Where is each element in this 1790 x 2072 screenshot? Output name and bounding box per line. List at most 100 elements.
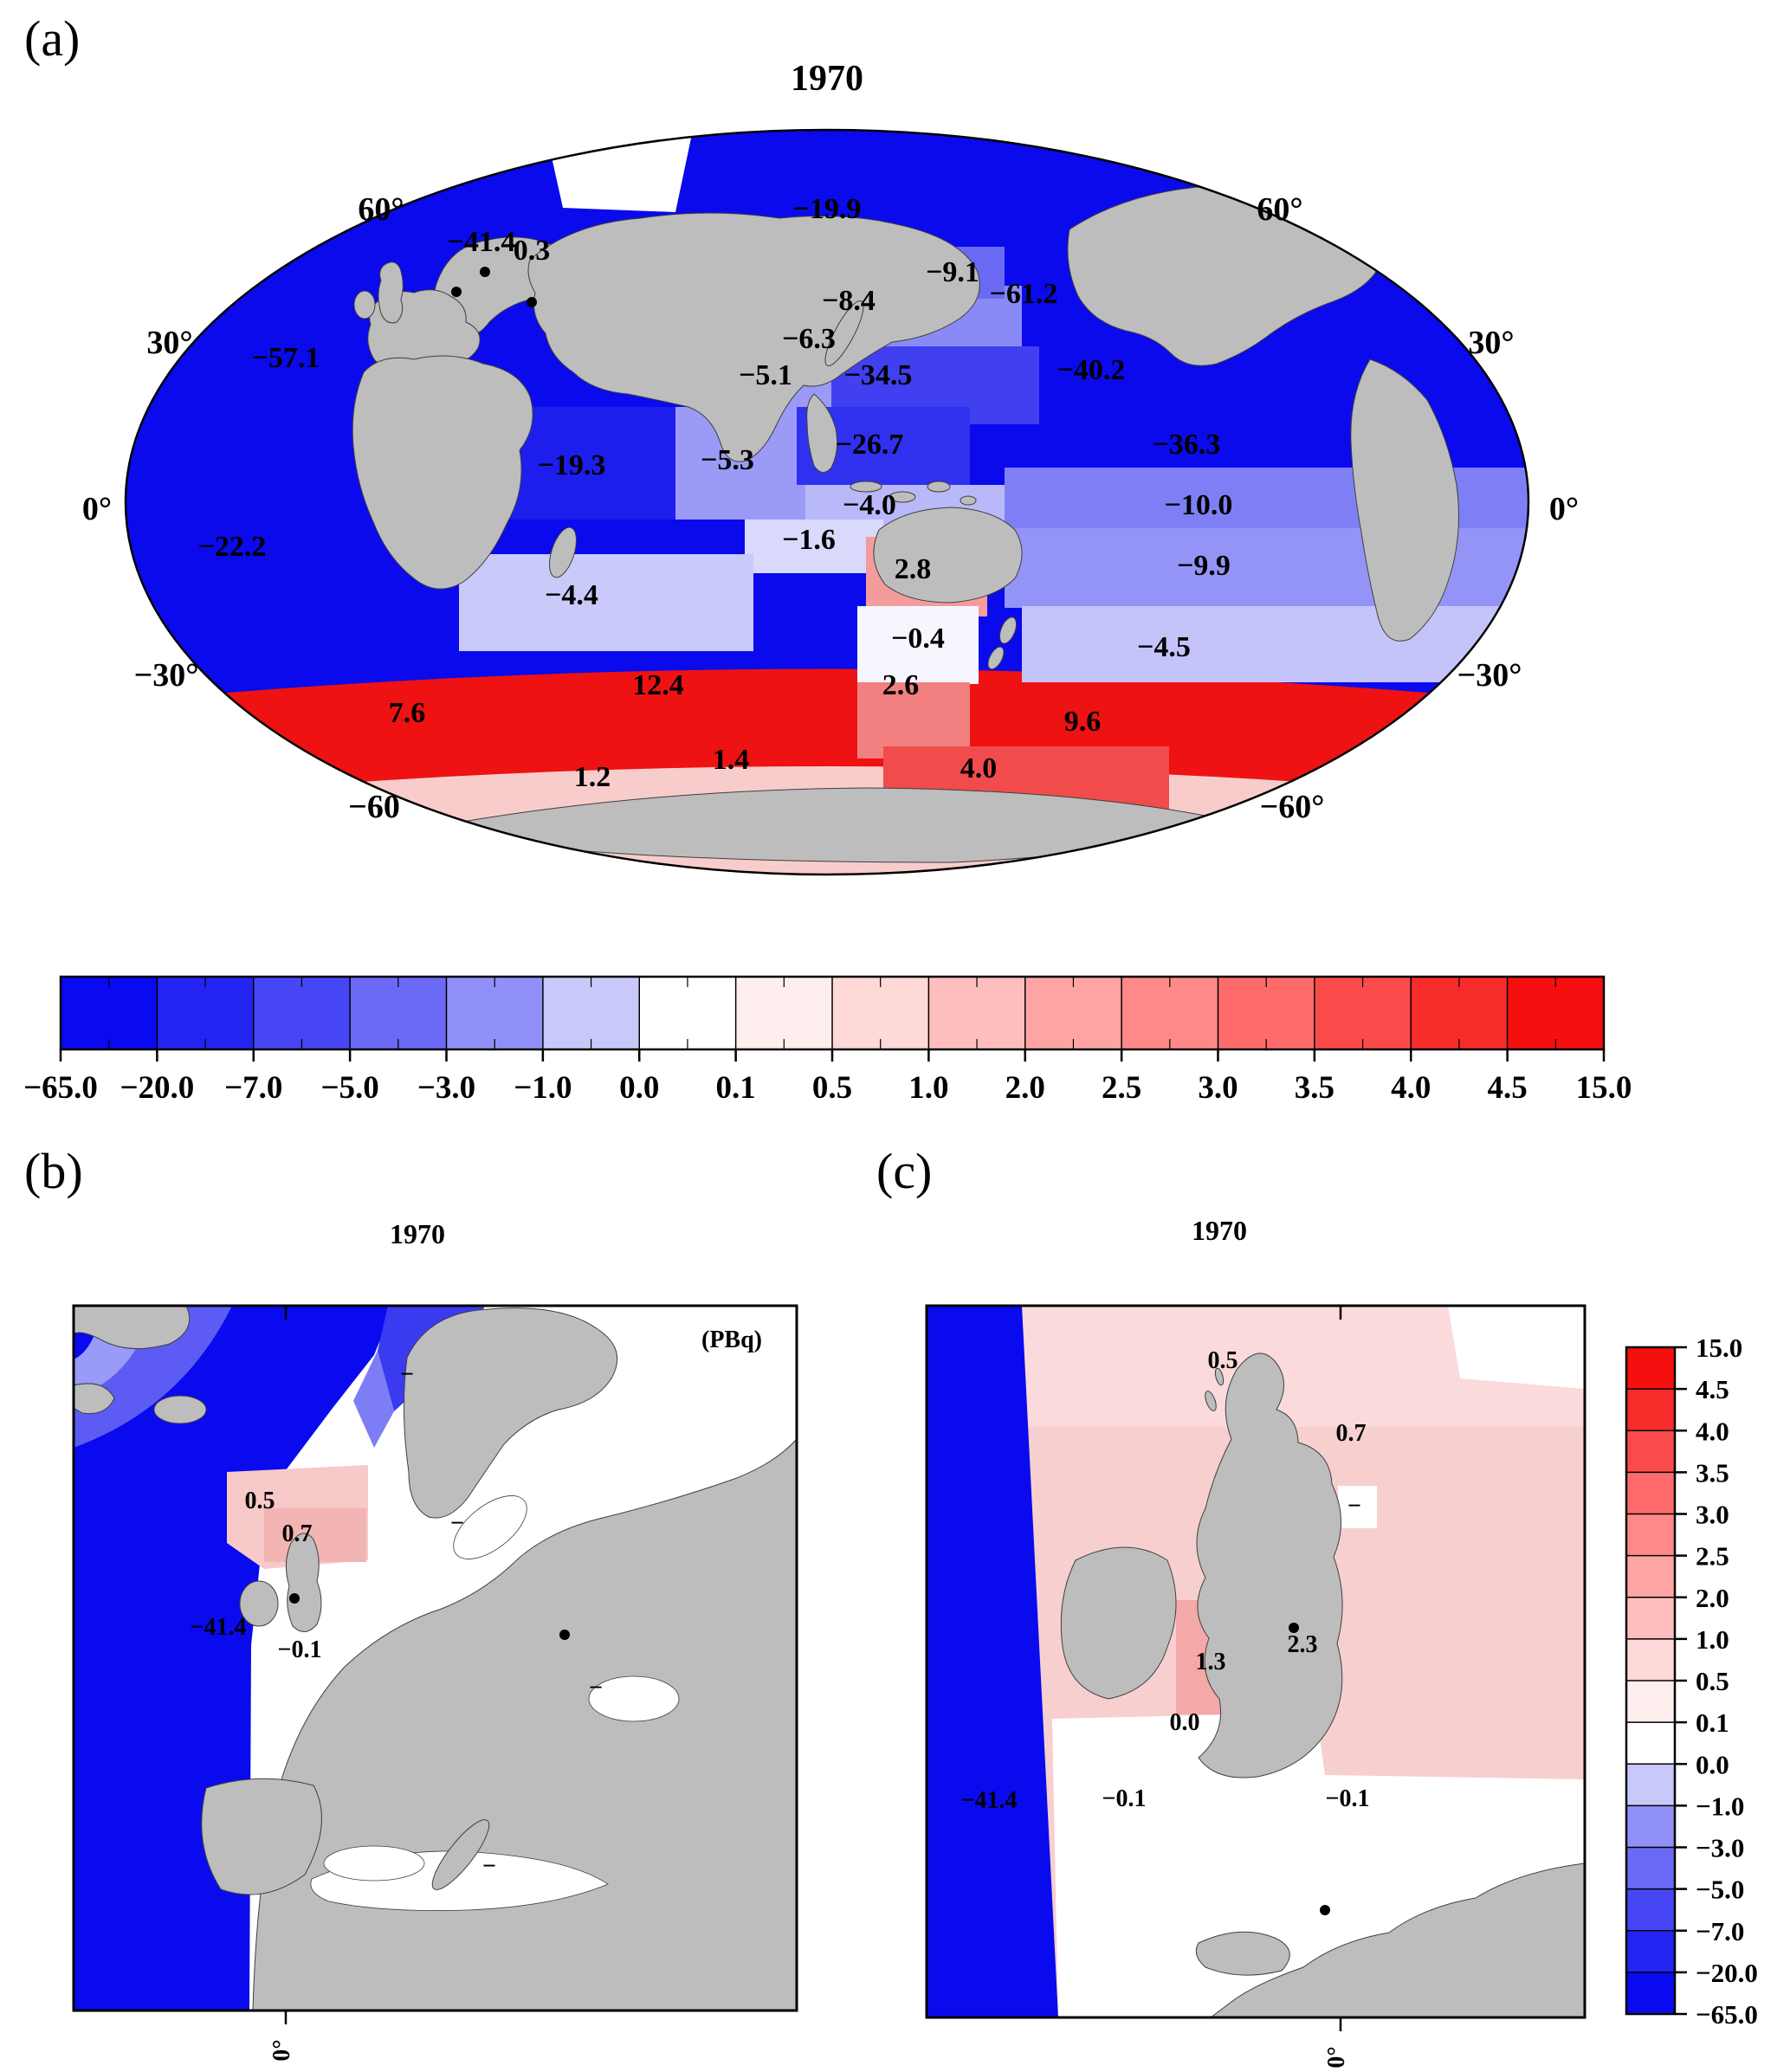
colorbar-tick-label: 0.0 <box>619 1070 659 1106</box>
colorbar-tick-label: 1.0 <box>908 1070 948 1106</box>
value-label: −8.4 <box>822 285 876 317</box>
colorbar-tick-label: 2.0 <box>1696 1583 1729 1613</box>
value-label: −61.2 <box>990 278 1058 310</box>
value-label: −9.1 <box>926 256 979 288</box>
panel-a-lat-labels: 60° 30° 0° −30° −60 60° 30° 0° −30° −60° <box>82 191 1579 825</box>
value-label: −41.4 <box>961 1787 1018 1814</box>
value-label: −10.0 <box>1165 489 1233 521</box>
colorbar-segment <box>1626 1472 1675 1515</box>
value-label: 2.6 <box>882 669 920 701</box>
colorbar-tick-label: −3.0 <box>1696 1833 1744 1863</box>
island <box>850 481 882 493</box>
value-label: − <box>482 1853 496 1880</box>
value-label: 0.7 <box>1336 1420 1367 1447</box>
colorbar-tick-label: −7.0 <box>1696 1916 1744 1946</box>
lat-label: 30° <box>146 325 192 361</box>
value-label: 4.0 <box>960 752 998 784</box>
panel-b-frame <box>72 1304 798 2012</box>
panel-a-value-labels: −19.9 −41.4 0.3 −9.1 −61.2 −8.4 −6.3 −57… <box>198 193 1233 793</box>
site-marker-dot <box>1320 1905 1330 1915</box>
colorbar-segment <box>639 977 737 1049</box>
colorbar-tick-label: −20.0 <box>120 1070 194 1106</box>
value-label: − <box>450 1510 464 1537</box>
colorbar-segment <box>1626 1972 1675 2015</box>
panel-b-map: 0° <box>72 1304 798 2062</box>
madagascar-landmass <box>549 526 577 578</box>
value-label: −19.3 <box>538 449 606 481</box>
ocean-region <box>74 1306 232 1448</box>
colorbar-segment <box>542 977 640 1049</box>
site-marker-dot <box>527 297 537 307</box>
mediterranean-sea <box>323 1845 425 1882</box>
france-landmass <box>1209 1862 1586 2018</box>
site-marker-dot <box>1289 1623 1299 1633</box>
world-map-regions <box>126 130 1528 875</box>
new-zealand-landmass <box>998 616 1018 644</box>
value-label: −4.0 <box>843 489 896 521</box>
value-label: −0.4 <box>891 623 945 655</box>
colorbar-segment <box>1411 977 1509 1049</box>
value-label: 1.2 <box>574 761 611 793</box>
colorbar-segment <box>350 977 448 1049</box>
colorbar-segment <box>1626 1430 1675 1473</box>
colorbar-tick-label: 3.5 <box>1295 1070 1334 1106</box>
colorbar-tick-label: −20.0 <box>1696 1958 1758 1988</box>
colorbar-segment <box>1626 1681 1675 1723</box>
value-label: −40.2 <box>1057 354 1126 386</box>
colorbar-tick-label: −65.0 <box>23 1070 98 1106</box>
horizontal-colorbar: −65.0 −20.0 −7.0 −5.0 −3.0 −1.0 0.0 0.1 0.5 1.0 2.… <box>23 975 1632 1106</box>
colorbar-tick-label: 3.0 <box>1198 1070 1237 1106</box>
colorbar-border <box>1625 1346 1677 2016</box>
iceland-landmass <box>153 1395 207 1424</box>
value-label: 7.6 <box>389 697 426 729</box>
colorbar-tick-label: 2.5 <box>1102 1070 1141 1106</box>
panel-b-letter: (b) <box>24 1143 83 1199</box>
colorbar-tick-label: 0.0 <box>1696 1749 1729 1779</box>
value-label: 2.3 <box>1288 1631 1318 1658</box>
value-label: 0.0 <box>1170 1709 1200 1736</box>
lat-label: −60° <box>1260 789 1325 825</box>
colorbar-segment <box>735 977 833 1049</box>
colorbar-segment <box>832 977 929 1049</box>
colorbar-tick-label: 4.0 <box>1391 1070 1431 1106</box>
greenland-edge-landmass <box>73 1305 191 1350</box>
lat-label: 0° <box>1549 491 1579 527</box>
colorbar-border <box>59 975 1606 1051</box>
asia-landmass <box>527 212 980 462</box>
ocean-region <box>745 520 883 573</box>
island <box>1214 1367 1225 1386</box>
value-label: 9.6 <box>1064 706 1102 738</box>
ireland-landmass <box>353 290 376 320</box>
colorbar-segment <box>1626 1722 1675 1765</box>
colorbar-segment <box>1121 977 1219 1049</box>
value-label: − <box>589 1675 603 1701</box>
value-label: −5.1 <box>739 359 792 391</box>
colorbar-tick-label: 3.5 <box>1696 1457 1729 1488</box>
value-label: −0.1 <box>278 1636 322 1663</box>
value-label: −41.4 <box>191 1614 247 1641</box>
value-label: 0.7 <box>282 1520 313 1547</box>
panel-b-x-tick-label: 0° <box>268 2039 295 2061</box>
value-label: 0.5 <box>1208 1347 1238 1374</box>
brittany-landmass <box>1195 1931 1290 1976</box>
value-label: −34.5 <box>844 359 913 391</box>
colorbar-segment <box>1626 1347 1675 1390</box>
vertical-colorbar: 15.0 4.5 4.0 3.5 3.0 2.5 2.0 1.0 0.5 0.1 0.0 −1.0 −3… <box>1625 1333 1758 2030</box>
value-label: −0.1 <box>1102 1785 1147 1812</box>
ocean-region <box>459 554 753 651</box>
atlantic-region <box>927 1306 1058 2017</box>
scandinavia-landmass <box>403 1307 618 1519</box>
africa-landmass <box>352 355 533 590</box>
ocean-region <box>353 1351 394 1448</box>
value-label: −6.3 <box>782 323 836 355</box>
ireland-landmass <box>239 1580 279 1627</box>
colorbar-tick-label: −3.0 <box>417 1070 475 1106</box>
panel-c-land <box>1060 1352 1586 2018</box>
panel-b-value-labels: (PBq) − − 0.5 0.7 −41.4 −0.1 − − <box>191 1326 762 1880</box>
value-label: −1.6 <box>782 524 836 556</box>
colorbar-tick-label: −5.0 <box>1696 1875 1744 1905</box>
greenland-landmass <box>1384 174 1504 233</box>
lat-label: −60 <box>348 789 400 825</box>
